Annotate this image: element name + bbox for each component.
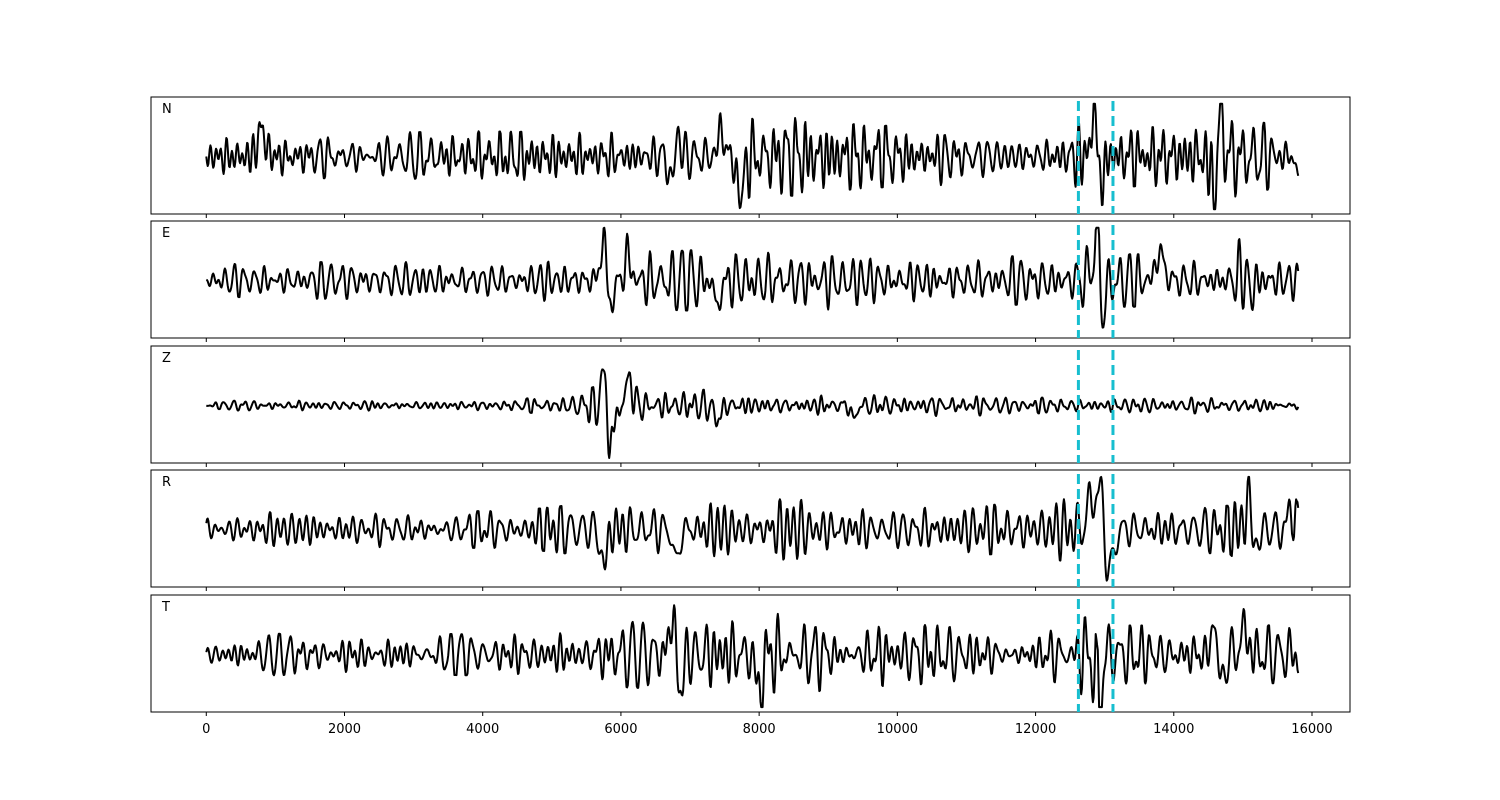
- panel-frame: [150, 469, 1351, 588]
- waveform-trace-z: [206, 368, 1300, 459]
- x-tick-label: 2000: [328, 722, 361, 737]
- panel-label: T: [161, 600, 170, 615]
- panel-frame: [150, 594, 1351, 713]
- panel-e: E: [150, 220, 1351, 342]
- x-tick-label: 6000: [604, 722, 637, 737]
- panel-label: N: [162, 102, 172, 117]
- panel-z: Z: [150, 345, 1351, 467]
- panel-r: R: [150, 469, 1351, 591]
- panel-t: T: [150, 594, 1351, 716]
- panels-group: N E Z R T: [150, 96, 1351, 716]
- panel-label: R: [162, 475, 171, 490]
- x-tick-label: 16000: [1291, 722, 1332, 737]
- x-tick-label: 12000: [1015, 722, 1056, 737]
- waveform-trace-t: [205, 604, 1300, 709]
- x-tick-label: 0: [202, 722, 210, 737]
- panel-label: Z: [162, 351, 171, 366]
- waveform-trace-e: [205, 226, 1300, 329]
- x-tick-label: 14000: [1153, 722, 1194, 737]
- waveform-trace-r: [205, 475, 1300, 582]
- x-tick-label: 8000: [743, 722, 776, 737]
- x-axis: 0 2000 4000 6000 8000 10000 12000 14000 16000: [202, 722, 1333, 737]
- x-tick-label: 4000: [466, 722, 499, 737]
- x-tick-label: 10000: [877, 722, 918, 737]
- panel-frame: [150, 345, 1351, 464]
- panel-frame: [150, 96, 1351, 215]
- panel-n: N: [150, 96, 1351, 218]
- waveform-trace-n: [205, 102, 1300, 211]
- panel-frame: [150, 220, 1351, 339]
- panel-label: E: [162, 226, 170, 241]
